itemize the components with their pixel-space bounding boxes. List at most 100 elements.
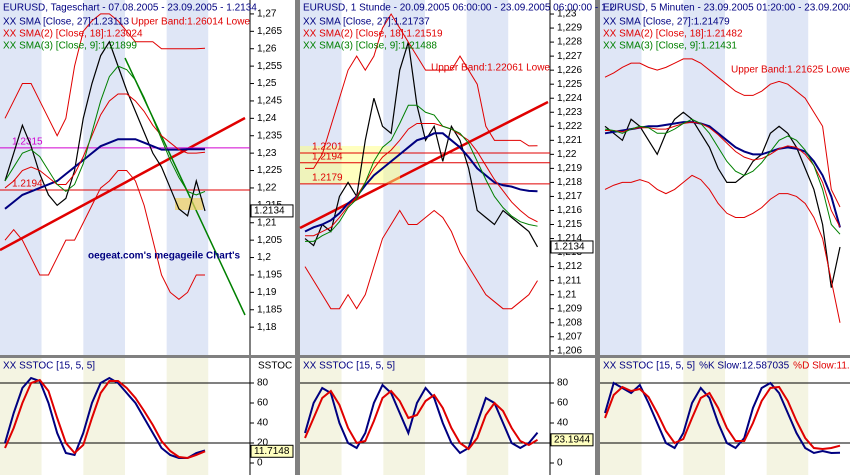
y-tick-label: 1,226 (557, 65, 582, 76)
y-tick-label: 1,25 (257, 78, 277, 89)
y-tick-label: 1,22 (257, 183, 277, 194)
stoch-line (604, 385, 841, 451)
stoch-line (4, 378, 206, 460)
plot-stripe (683, 358, 725, 475)
band-line (604, 174, 841, 323)
last-value-box (550, 433, 594, 447)
y-tick-label: 1,21 (557, 289, 577, 300)
y-tick-label: 1,206 (557, 345, 582, 356)
y-tick-label: 0 (257, 458, 263, 469)
plot-stripe (208, 0, 250, 355)
plot-stripe (600, 0, 642, 355)
plot-stripe (508, 0, 550, 355)
plot-stripe (425, 0, 467, 355)
last-value-label: 23.1944 (554, 434, 591, 445)
annotation: Upper Band:1.21625 Lowe (731, 65, 850, 76)
y-tick-label: 1,219 (557, 163, 582, 174)
trend-line (0, 116, 246, 252)
plot-stripe (600, 358, 642, 475)
y-tick-label: 1,214 (557, 233, 582, 244)
y-tick-label: 1,23 (557, 9, 577, 20)
stoch-line (304, 383, 539, 455)
chart-title: XX SSTOC [15, 5, 5] (3, 361, 95, 372)
sma-line (604, 118, 841, 235)
y-tick-label: 1,215 (557, 219, 582, 230)
separator (0, 355, 850, 358)
plot-stripe (83, 0, 125, 355)
y-tick-label: 1,211 (557, 275, 582, 286)
watermark: oegeat.com's megageile Chart's (88, 251, 240, 262)
level-label: 1.2315 (12, 137, 43, 148)
plot-stripe (725, 0, 767, 355)
plot-stripe (125, 0, 167, 355)
y-tick-label: 1,225 (257, 165, 282, 176)
last-value-label: 11.7148 (254, 446, 290, 457)
plot-stripe (641, 358, 684, 475)
plot-stripe (766, 0, 809, 355)
y-tick-label: 1,217 (557, 191, 582, 202)
y-tick-label: 1,207 (557, 331, 582, 342)
y-tick-label: 0 (557, 458, 563, 469)
last-value-box (250, 444, 294, 458)
legend-entry: XX SMA [Close, 27]:1.23113 (3, 17, 129, 28)
legend-entry: XX SMA [Close, 27]:1.21479 (603, 17, 730, 28)
y-tick-label: 1,255 (257, 61, 282, 72)
y-tick-label: 1,225 (557, 79, 582, 90)
plot-stripe (300, 358, 342, 475)
sma-line (304, 132, 538, 233)
legend-entry: XX SMA(2) [Close, 18]:1.21482 (603, 29, 743, 40)
y-tick-label: 1,208 (557, 317, 582, 328)
plot-stripe (508, 358, 550, 475)
y-tick-label: 40 (257, 418, 269, 429)
chart-title: XX SSTOC [15, 5, 5] (603, 361, 695, 372)
annotation: Upper Band:1.22061 Lowe (431, 63, 550, 74)
y-tick-label: 1,19 (257, 287, 277, 298)
y-tick-label: 1,205 (257, 235, 282, 246)
annotation: Upper Band:1.26014 Lowe (131, 17, 250, 28)
band-line (4, 13, 206, 137)
y-tick-label: 1,27 (257, 9, 277, 20)
separator (295, 0, 300, 475)
chart-title: EURUSD, Tageschart - 07.08.2005 - 23.09.… (3, 3, 257, 14)
y-tick-label: 1,2 (257, 252, 271, 263)
y-tick-label: 1,218 (557, 177, 582, 188)
y-tick-label: 1,216 (557, 205, 582, 216)
y-tick-label: 1,222 (557, 121, 582, 132)
y-tick-label: 1,221 (557, 135, 582, 146)
y-tick-label: 1,195 (257, 270, 282, 281)
legend-entry: XX SMA(2) [Close, 18]:1.21519 (303, 29, 443, 40)
plot-stripe (725, 358, 767, 475)
y-tick-label: 1,212 (557, 261, 582, 272)
annotation: SSTOC (258, 361, 292, 372)
y-tick-label: 1,26 (257, 43, 277, 54)
y-tick-label: 60 (557, 398, 569, 409)
plot-stripe (341, 358, 384, 475)
separator (595, 0, 600, 475)
plot-stripe (166, 0, 209, 355)
y-tick-label: 1,223 (557, 107, 582, 118)
plot-stripe (0, 358, 42, 475)
plot-stripe (125, 358, 167, 475)
y-tick-label: 1,224 (557, 93, 582, 104)
sma-line (4, 138, 206, 210)
highlight-zone (300, 146, 400, 184)
y-tick-label: 1,21 (257, 217, 277, 228)
y-tick-label: 80 (257, 378, 269, 389)
y-tick-label: 1,185 (257, 304, 282, 315)
y-tick-label: 20 (257, 438, 269, 449)
plot-stripe (383, 358, 425, 475)
plot-stripe (208, 358, 250, 475)
sma-line (605, 121, 841, 228)
plot-stripe (641, 0, 684, 355)
chart-title: EURUSD, 5 Minuten - 23.09.2005 01:20:00 … (603, 3, 850, 14)
legend-entry: XX SMA(3) [Close, 9]:1.21899 (3, 41, 137, 52)
plot-stripe (41, 358, 84, 475)
last-value-box (550, 240, 594, 254)
y-tick-label: 80 (557, 378, 569, 389)
stoch-line (304, 389, 539, 451)
legend-entry: XX SMA(3) [Close, 9]:1.21431 (603, 41, 737, 52)
y-tick-label: 1,23 (257, 148, 277, 159)
sma-line (305, 104, 538, 242)
level-label: 1.2194 (12, 179, 43, 190)
